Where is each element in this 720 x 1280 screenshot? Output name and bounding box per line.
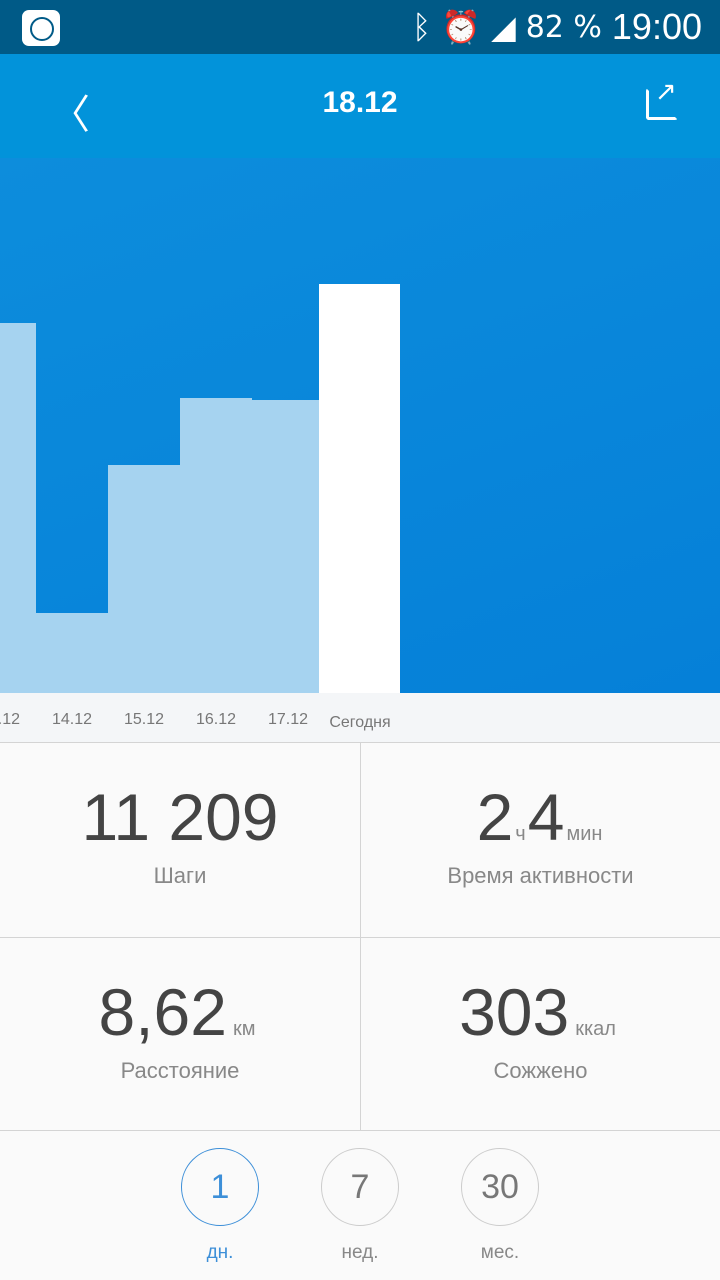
bar-13.12[interactable] [0,323,36,693]
alarm-icon: ⏰ [441,8,482,46]
distance-unit: км [232,1018,256,1040]
status-bar: ᛒ ⏰ ◢ 82 % 19:00 [0,0,720,54]
chevron-left-icon[interactable]: 〈 [50,92,90,138]
x-tick-label: 17.12 [267,711,309,728]
x-tick-label: Сегодня [329,714,391,731]
signal-icon: ◢ [491,8,516,46]
battery-percent: 82 % [525,9,602,45]
period-month-label: мес. [480,1242,520,1263]
period-day-label: дн. [206,1242,234,1263]
distance-value: 8,62 [98,975,227,1049]
bar-16.12[interactable] [180,398,252,693]
stat-calories: 303 ккал Сожжено [360,937,720,1131]
period-month-circle: 30 [461,1148,539,1226]
clock: 19:00 [611,6,702,47]
steps-label: Шаги [153,863,207,888]
period-day-button[interactable]: 1 дн. [181,1148,259,1264]
bar-14.12[interactable] [36,613,108,693]
active-label: Время активности [447,863,634,888]
period-week-button[interactable]: 7 нед. [321,1148,399,1264]
calories-unit: ккал [575,1018,616,1040]
calories-label: Сожжено [493,1058,588,1083]
x-tick-label: 14.12 [51,711,93,728]
stats-grid: 11 209 Шаги 2 ч4 мин Время активности 8,62… [0,743,720,1131]
steps-bar-chart[interactable] [0,158,720,693]
active-hours: 2 [476,780,514,854]
steps-value: 11 209 [81,780,279,854]
minutes-unit: мин [566,823,603,845]
stat-distance: 8,62 км Расстояние [0,937,360,1131]
x-tick-label: 16.12 [195,711,237,728]
x-tick-label: 15.12 [123,711,165,728]
stat-active-time: 2 ч4 мин Время активности [360,743,720,937]
calories-value: 303 [459,975,570,1049]
period-month-button[interactable]: 30 мес. [461,1148,539,1264]
x-tick-label: 13.12 [0,711,21,728]
app-header: 〈 18.12 [0,54,720,158]
chart-x-axis: 13.12 14.12 15.12 16.12 17.12 Сегодня [0,693,720,743]
bar-17.12[interactable] [252,400,324,693]
bar-15.12[interactable] [108,465,180,693]
share-icon[interactable] [646,77,678,120]
mi-fit-icon [22,10,60,46]
period-day-circle: 1 [181,1148,259,1226]
period-week-circle: 7 [321,1148,399,1226]
distance-label: Расстояние [120,1058,240,1083]
period-week-label: нед. [341,1242,379,1263]
bar-Сегодня[interactable] [319,284,400,693]
hours-unit: ч [515,823,526,845]
bluetooth-icon: ᛒ [412,8,432,46]
page-title: 18.12 [322,86,398,119]
active-minutes: 4 [527,780,565,854]
stat-steps: 11 209 Шаги [0,743,360,937]
